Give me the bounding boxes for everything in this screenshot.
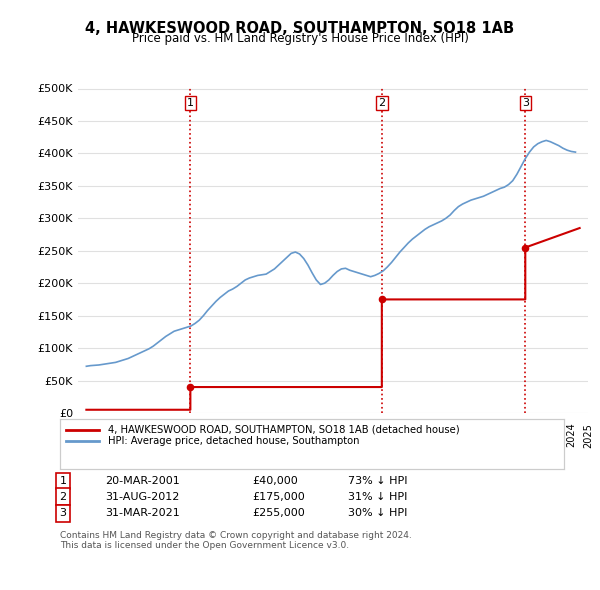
Text: Contains HM Land Registry data © Crown copyright and database right 2024.
This d: Contains HM Land Registry data © Crown c…: [60, 531, 412, 550]
Text: 73% ↓ HPI: 73% ↓ HPI: [348, 476, 407, 486]
Text: 1: 1: [59, 476, 67, 486]
Text: 31-MAR-2021: 31-MAR-2021: [105, 509, 180, 518]
Text: £175,000: £175,000: [252, 492, 305, 502]
Text: 3: 3: [522, 98, 529, 108]
Text: 4, HAWKESWOOD ROAD, SOUTHAMPTON, SO18 1AB (detached house): 4, HAWKESWOOD ROAD, SOUTHAMPTON, SO18 1A…: [108, 425, 460, 434]
Text: 31% ↓ HPI: 31% ↓ HPI: [348, 492, 407, 502]
Text: 2: 2: [378, 98, 385, 108]
Text: 30% ↓ HPI: 30% ↓ HPI: [348, 509, 407, 518]
Point: [185, 382, 195, 392]
Point: [520, 243, 530, 253]
Text: £255,000: £255,000: [252, 509, 305, 518]
Text: Price paid vs. HM Land Registry's House Price Index (HPI): Price paid vs. HM Land Registry's House …: [131, 32, 469, 45]
Text: 1: 1: [187, 98, 194, 108]
Text: £40,000: £40,000: [252, 476, 298, 486]
Text: 20-MAR-2001: 20-MAR-2001: [105, 476, 180, 486]
Text: 31-AUG-2012: 31-AUG-2012: [105, 492, 179, 502]
Point: [377, 295, 386, 304]
Text: 2: 2: [59, 492, 67, 502]
Text: HPI: Average price, detached house, Southampton: HPI: Average price, detached house, Sout…: [108, 437, 359, 446]
Text: 4, HAWKESWOOD ROAD, SOUTHAMPTON, SO18 1AB: 4, HAWKESWOOD ROAD, SOUTHAMPTON, SO18 1A…: [85, 21, 515, 35]
Text: 3: 3: [59, 509, 67, 518]
